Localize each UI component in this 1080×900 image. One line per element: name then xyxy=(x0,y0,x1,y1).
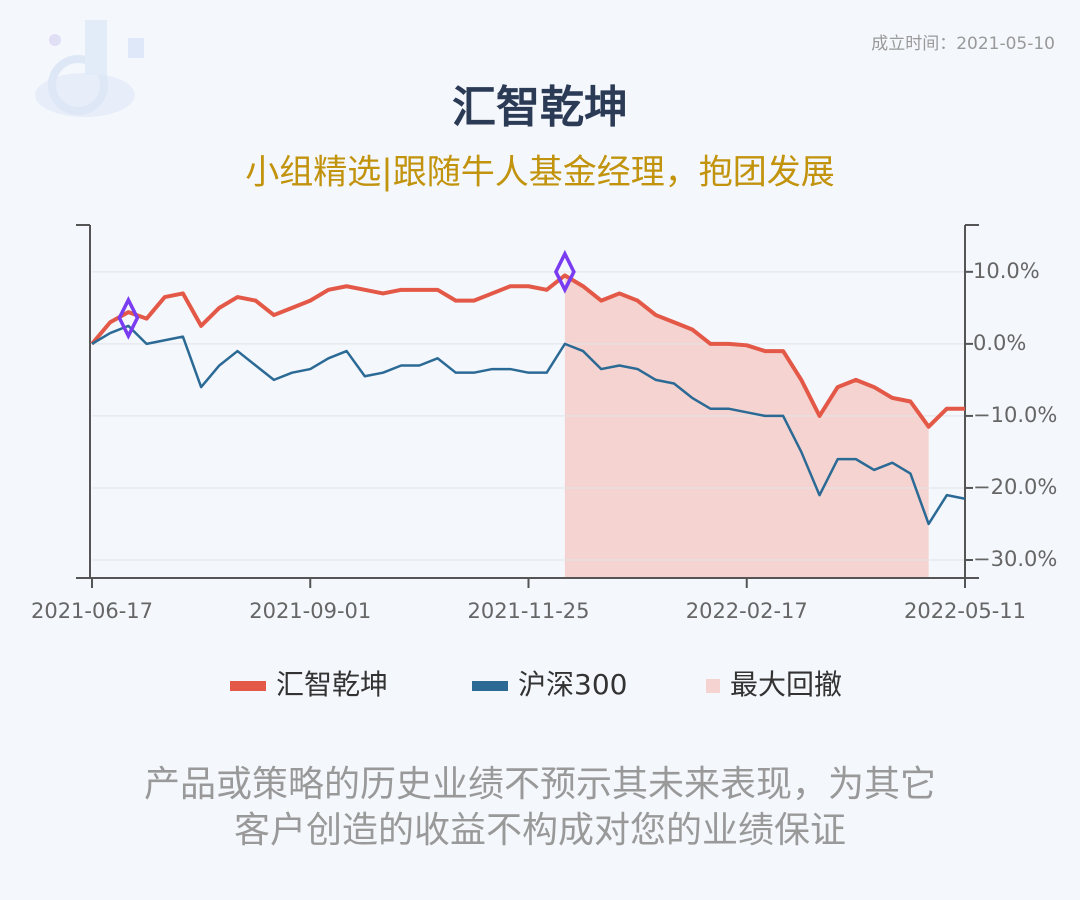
legend-swatch xyxy=(230,681,266,691)
series-line xyxy=(91,324,966,526)
drawdown-area xyxy=(564,275,929,578)
y-tick-label: −10.0% xyxy=(973,403,1057,427)
marker xyxy=(117,296,140,340)
note: 成立时间：2021-05-10 xyxy=(871,34,1055,54)
series-line xyxy=(90,273,965,429)
legend-label: 沪深300 xyxy=(518,668,627,701)
x-tick-label: 2022-05-11 xyxy=(904,599,1026,623)
legend-label: 汇智乾坤 xyxy=(276,668,388,701)
chart-subtitle: 小组精选|跟随牛人基金经理，抱团发展 xyxy=(245,153,834,193)
y-tick-label: −30.0% xyxy=(973,547,1057,571)
legend-swatch xyxy=(706,679,720,693)
decoration xyxy=(35,20,144,117)
x-tick-label: 2021-11-25 xyxy=(467,599,589,623)
x-tick-label: 2021-09-01 xyxy=(249,599,371,623)
disclaimer: 客户创造的收益不构成对您的业绩保证 xyxy=(234,810,846,851)
y-tick-label: 0.0% xyxy=(973,331,1026,355)
chart-title: 汇智乾坤 xyxy=(452,82,628,133)
y-tick-label: −20.0% xyxy=(973,475,1057,499)
y-tick-label: 10.0% xyxy=(973,259,1040,283)
legend-swatch xyxy=(472,681,508,691)
marker xyxy=(553,249,576,294)
x-tick-label: 2022-02-17 xyxy=(686,599,808,623)
disclaimer: 产品或策略的历史业绩不预示其未来表现，为其它 xyxy=(144,764,936,805)
legend-label: 最大回撤 xyxy=(730,668,842,701)
x-tick-label: 2021-06-17 xyxy=(31,599,153,623)
